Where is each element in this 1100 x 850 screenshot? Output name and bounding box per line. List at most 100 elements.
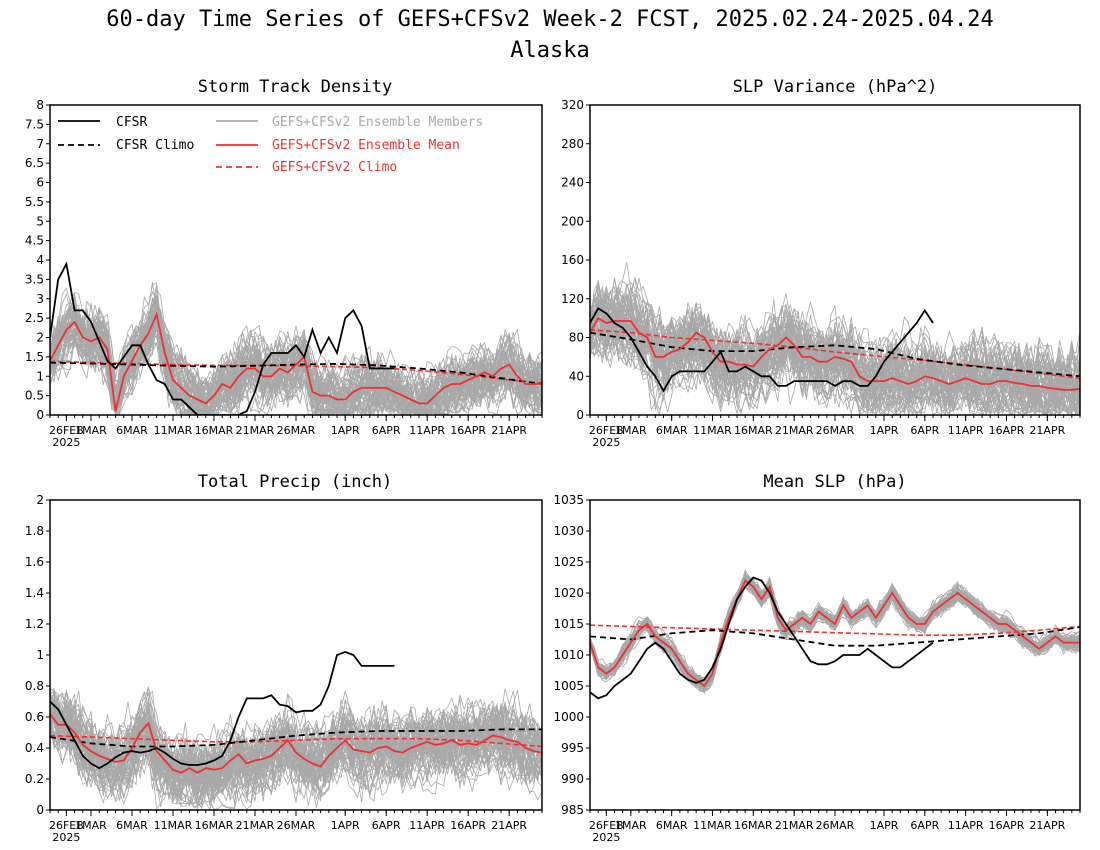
x-tick-label: 21MAR	[236, 819, 275, 832]
y-tick-label: 320	[561, 98, 584, 112]
ensemble-mean-line	[50, 311, 542, 412]
x-tick-label: 11APR	[409, 819, 445, 832]
x-tick-label: 26MAR	[816, 424, 855, 437]
ensemble-member-line	[50, 686, 542, 789]
legend-label-members: GEFS+CFSv2 Ensemble Members	[272, 115, 483, 130]
x-tick-label: 16MAR	[195, 424, 234, 437]
x-tick-label: 6MAR	[656, 424, 688, 437]
x-tick-label: 1MAR	[75, 819, 107, 832]
plot-area	[590, 262, 1080, 415]
ensemble-member-line	[50, 311, 542, 415]
ensemble-member-line	[590, 578, 1080, 695]
x-tick-label: 21APR	[1029, 424, 1065, 437]
legend-label-gefs-climo: GEFS+CFSv2 Climo	[272, 160, 397, 175]
x-tick-label: 26FEB	[589, 424, 624, 437]
ensemble-mean-line	[50, 713, 542, 774]
ensemble-member-line	[50, 298, 542, 414]
y-tick-label: 1010	[553, 648, 584, 662]
gefs-climo-line	[590, 624, 1080, 637]
y-tick-label: 5.5	[25, 195, 44, 209]
y-tick-label: 6.5	[25, 156, 44, 170]
x-tick-label: 1MAR	[615, 819, 647, 832]
gefs-climo-line	[50, 360, 542, 384]
storm-track-density-panel: Storm Track Density 0 0.5 1 1.5 2 2.5 3 3.5 4 4.5…	[25, 77, 543, 449]
x-tick-label: 26FEB	[589, 819, 624, 832]
axes-frame	[589, 499, 1081, 811]
plot-area	[590, 569, 1080, 700]
x-tick-label: 6APR	[910, 424, 939, 437]
plot-area	[50, 261, 542, 415]
x-tick-label: 11MAR	[693, 819, 732, 832]
x-tick-label: 11APR	[948, 819, 984, 832]
y-tick-label: 1.8	[25, 524, 44, 538]
total-precip-panel: Total Precip (inch) 0 0.2 0.4 0.6 0.8 1 1.2 1.4…	[25, 472, 543, 844]
x-tick-label: 11MAR	[693, 424, 732, 437]
ensemble-member-line	[50, 706, 542, 795]
y-tick-label: 990	[561, 772, 584, 786]
y-tick-label: 985	[561, 803, 584, 817]
ensemble-member-line	[590, 325, 1080, 410]
y-tick-label: 120	[561, 292, 584, 306]
ensemble-member-line	[590, 580, 1080, 679]
cfsr-line	[50, 650, 395, 770]
y-tick-label: 0.2	[25, 772, 44, 786]
ensemble-member-line	[590, 576, 1080, 693]
y-tick-label: 160	[561, 253, 584, 267]
y-tick-label: 1	[36, 369, 44, 383]
x-tick-label: 16APR	[989, 819, 1025, 832]
y-tick-label: 2	[36, 493, 44, 507]
x-tick-label: 6MAR	[116, 424, 148, 437]
ensemble-member-line	[590, 581, 1080, 691]
ensemble-member-line	[50, 707, 542, 806]
x-tick-label: 16APR	[450, 819, 486, 832]
figure-subtitle: Alaska	[510, 38, 589, 63]
x-tick-label: 1MAR	[615, 424, 647, 437]
ensemble-member-line	[590, 581, 1080, 691]
y-tick-label: 1035	[553, 493, 584, 507]
y-tick-label: 2	[36, 331, 44, 345]
ensemble-member-line	[590, 318, 1080, 414]
x-tick-label: 21MAR	[775, 819, 814, 832]
cfsr-line	[590, 307, 934, 393]
x-tick-label: 21MAR	[236, 424, 275, 437]
x-tick-label: 1APR	[870, 819, 899, 832]
y-tick-label: 0.4	[25, 741, 44, 755]
ensemble-members	[590, 569, 1080, 695]
y-tick-label: 200	[561, 214, 584, 228]
ensemble-member-line	[50, 281, 542, 415]
x-year-label: 2025	[52, 831, 80, 844]
y-tick-label: 1020	[553, 586, 584, 600]
y-tick-label: 1.2	[25, 617, 44, 631]
y-tick-label: 0.8	[25, 679, 44, 693]
x-tick-label: 26MAR	[277, 819, 316, 832]
legend: CFSR CFSR Climo GEFS+CFSv2 Ensemble Memb…	[58, 115, 483, 175]
x-tick-label: 11MAR	[154, 424, 193, 437]
ensemble-member-line	[50, 689, 542, 803]
x-tick-label: 11APR	[948, 424, 984, 437]
x-tick-label: 26FEB	[49, 819, 84, 832]
y-tick-label: 1.5	[25, 350, 44, 364]
x-tick-label: 1APR	[331, 819, 360, 832]
y-tick-label: 7.5	[25, 117, 44, 131]
x-tick-label: 21APR	[491, 424, 527, 437]
plot-area	[50, 650, 542, 810]
y-tick-label: 1.4	[25, 586, 44, 600]
y-tick-label: 7	[36, 137, 44, 151]
slp-variance-panel: SLP Variance (hPa^2) 0 40 80 120 160 200 240 28…	[561, 77, 1081, 449]
x-tick-label: 21MAR	[775, 424, 814, 437]
cfsr-climo-line	[590, 626, 1080, 647]
ensemble-member-line	[590, 582, 1080, 685]
ensemble-members	[50, 686, 542, 810]
panel-title: Total Precip (inch)	[198, 472, 392, 492]
ensemble-member-line	[50, 691, 542, 799]
legend-label-ens-mean: GEFS+CFSv2 Ensemble Mean	[272, 138, 460, 153]
panel-title: Mean SLP (hPa)	[763, 472, 906, 492]
ensemble-member-line	[50, 697, 542, 803]
legend-label-cfsr-climo: CFSR Climo	[116, 138, 194, 153]
x-year-label: 2025	[592, 436, 620, 449]
ensemble-mean-line	[590, 316, 1080, 391]
x-tick-label: 16MAR	[734, 819, 773, 832]
cfsr-climo-line	[50, 361, 542, 385]
y-tick-label: 1015	[553, 617, 584, 631]
